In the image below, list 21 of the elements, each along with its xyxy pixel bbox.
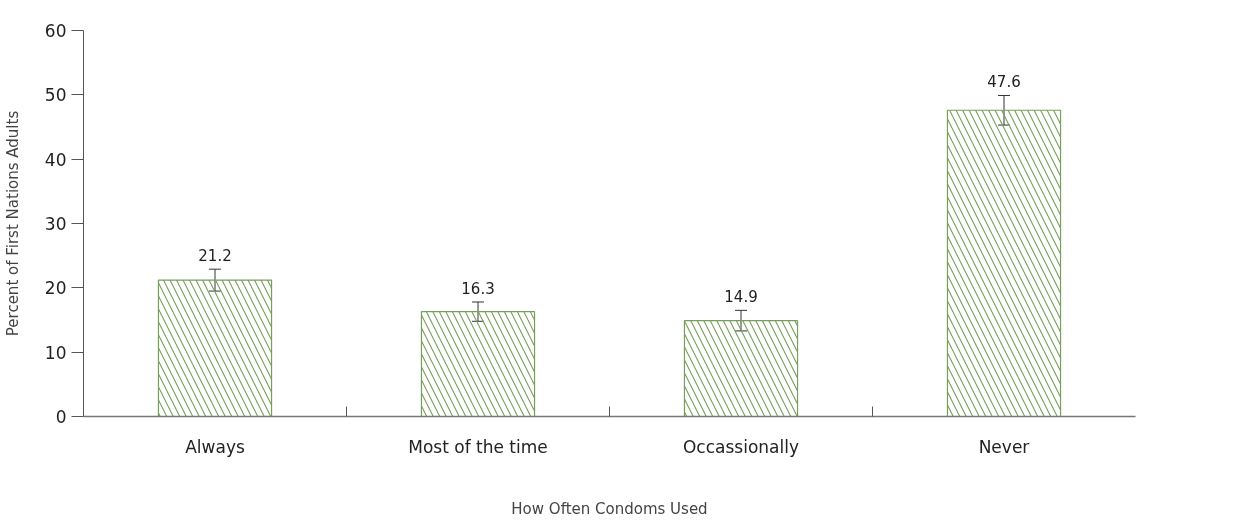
bar (946, 109, 1062, 417)
bar (157, 279, 273, 417)
x-axis-title: How Often Condoms Used (511, 499, 708, 518)
y-tick-label: 40 (44, 149, 67, 170)
x-tick-label: Never (978, 436, 1030, 457)
data-label: 21.2 (198, 247, 232, 266)
x-tick-label: Most of the time (408, 436, 548, 457)
y-axis-title: Percent of First Nations Adults (3, 110, 22, 337)
bar (683, 320, 799, 417)
x-tick-label: Always (185, 436, 245, 457)
y-tick-label: 10 (44, 342, 67, 363)
y-tick-label: 30 (44, 214, 67, 234)
x-tick-label: Occassionally (682, 436, 800, 457)
y-tick-label: 0 (55, 407, 67, 427)
y-tick-label: 50 (44, 85, 67, 106)
data-label: 14.9 (724, 288, 758, 307)
y-tick-label: 60 (44, 21, 67, 41)
y-tick-label: 20 (44, 278, 67, 299)
data-label: 16.3 (461, 279, 495, 298)
bar (420, 311, 536, 417)
data-label: 47.6 (987, 73, 1021, 92)
